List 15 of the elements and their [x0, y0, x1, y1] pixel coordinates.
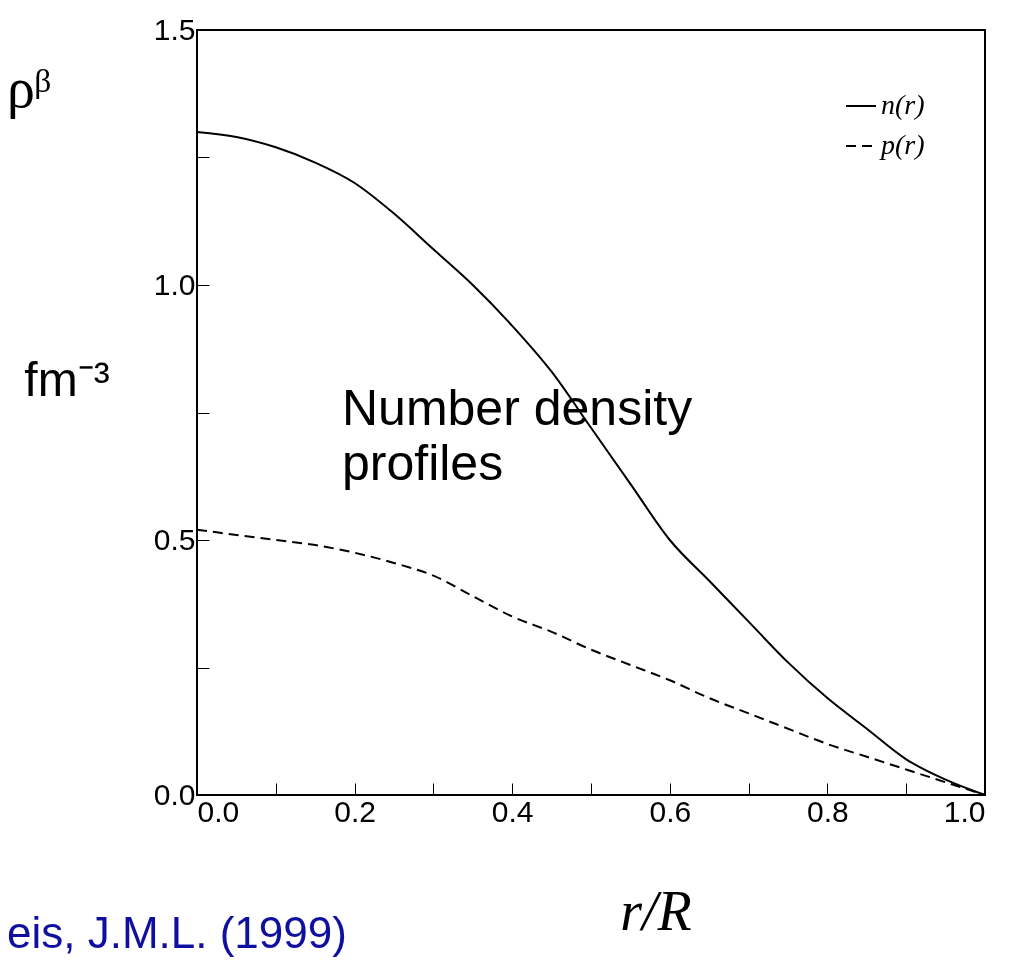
y-tick-label: 1.0	[153, 267, 196, 301]
text: ρᵝ	[7, 57, 51, 119]
x-tick-label: 0.0	[197, 794, 240, 828]
legend-label: n(r)	[881, 89, 925, 120]
y-tick-label: 0.5	[153, 522, 196, 556]
y-tick-label: 1.5	[153, 12, 196, 46]
x-tick-label: 0.2	[334, 794, 376, 828]
x-tick-label: 0.8	[807, 794, 849, 828]
y-axis-title: fm⁻³	[24, 352, 110, 406]
x-axis-title: r/R	[620, 880, 692, 942]
x-tick-label: 0.4	[491, 794, 534, 828]
text: eis, J.M.L. (1999)	[7, 908, 347, 957]
legend-label: p(r)	[879, 129, 925, 160]
x-tick-label: 0.6	[649, 794, 692, 828]
x-tick-label: 1.0	[943, 794, 986, 828]
